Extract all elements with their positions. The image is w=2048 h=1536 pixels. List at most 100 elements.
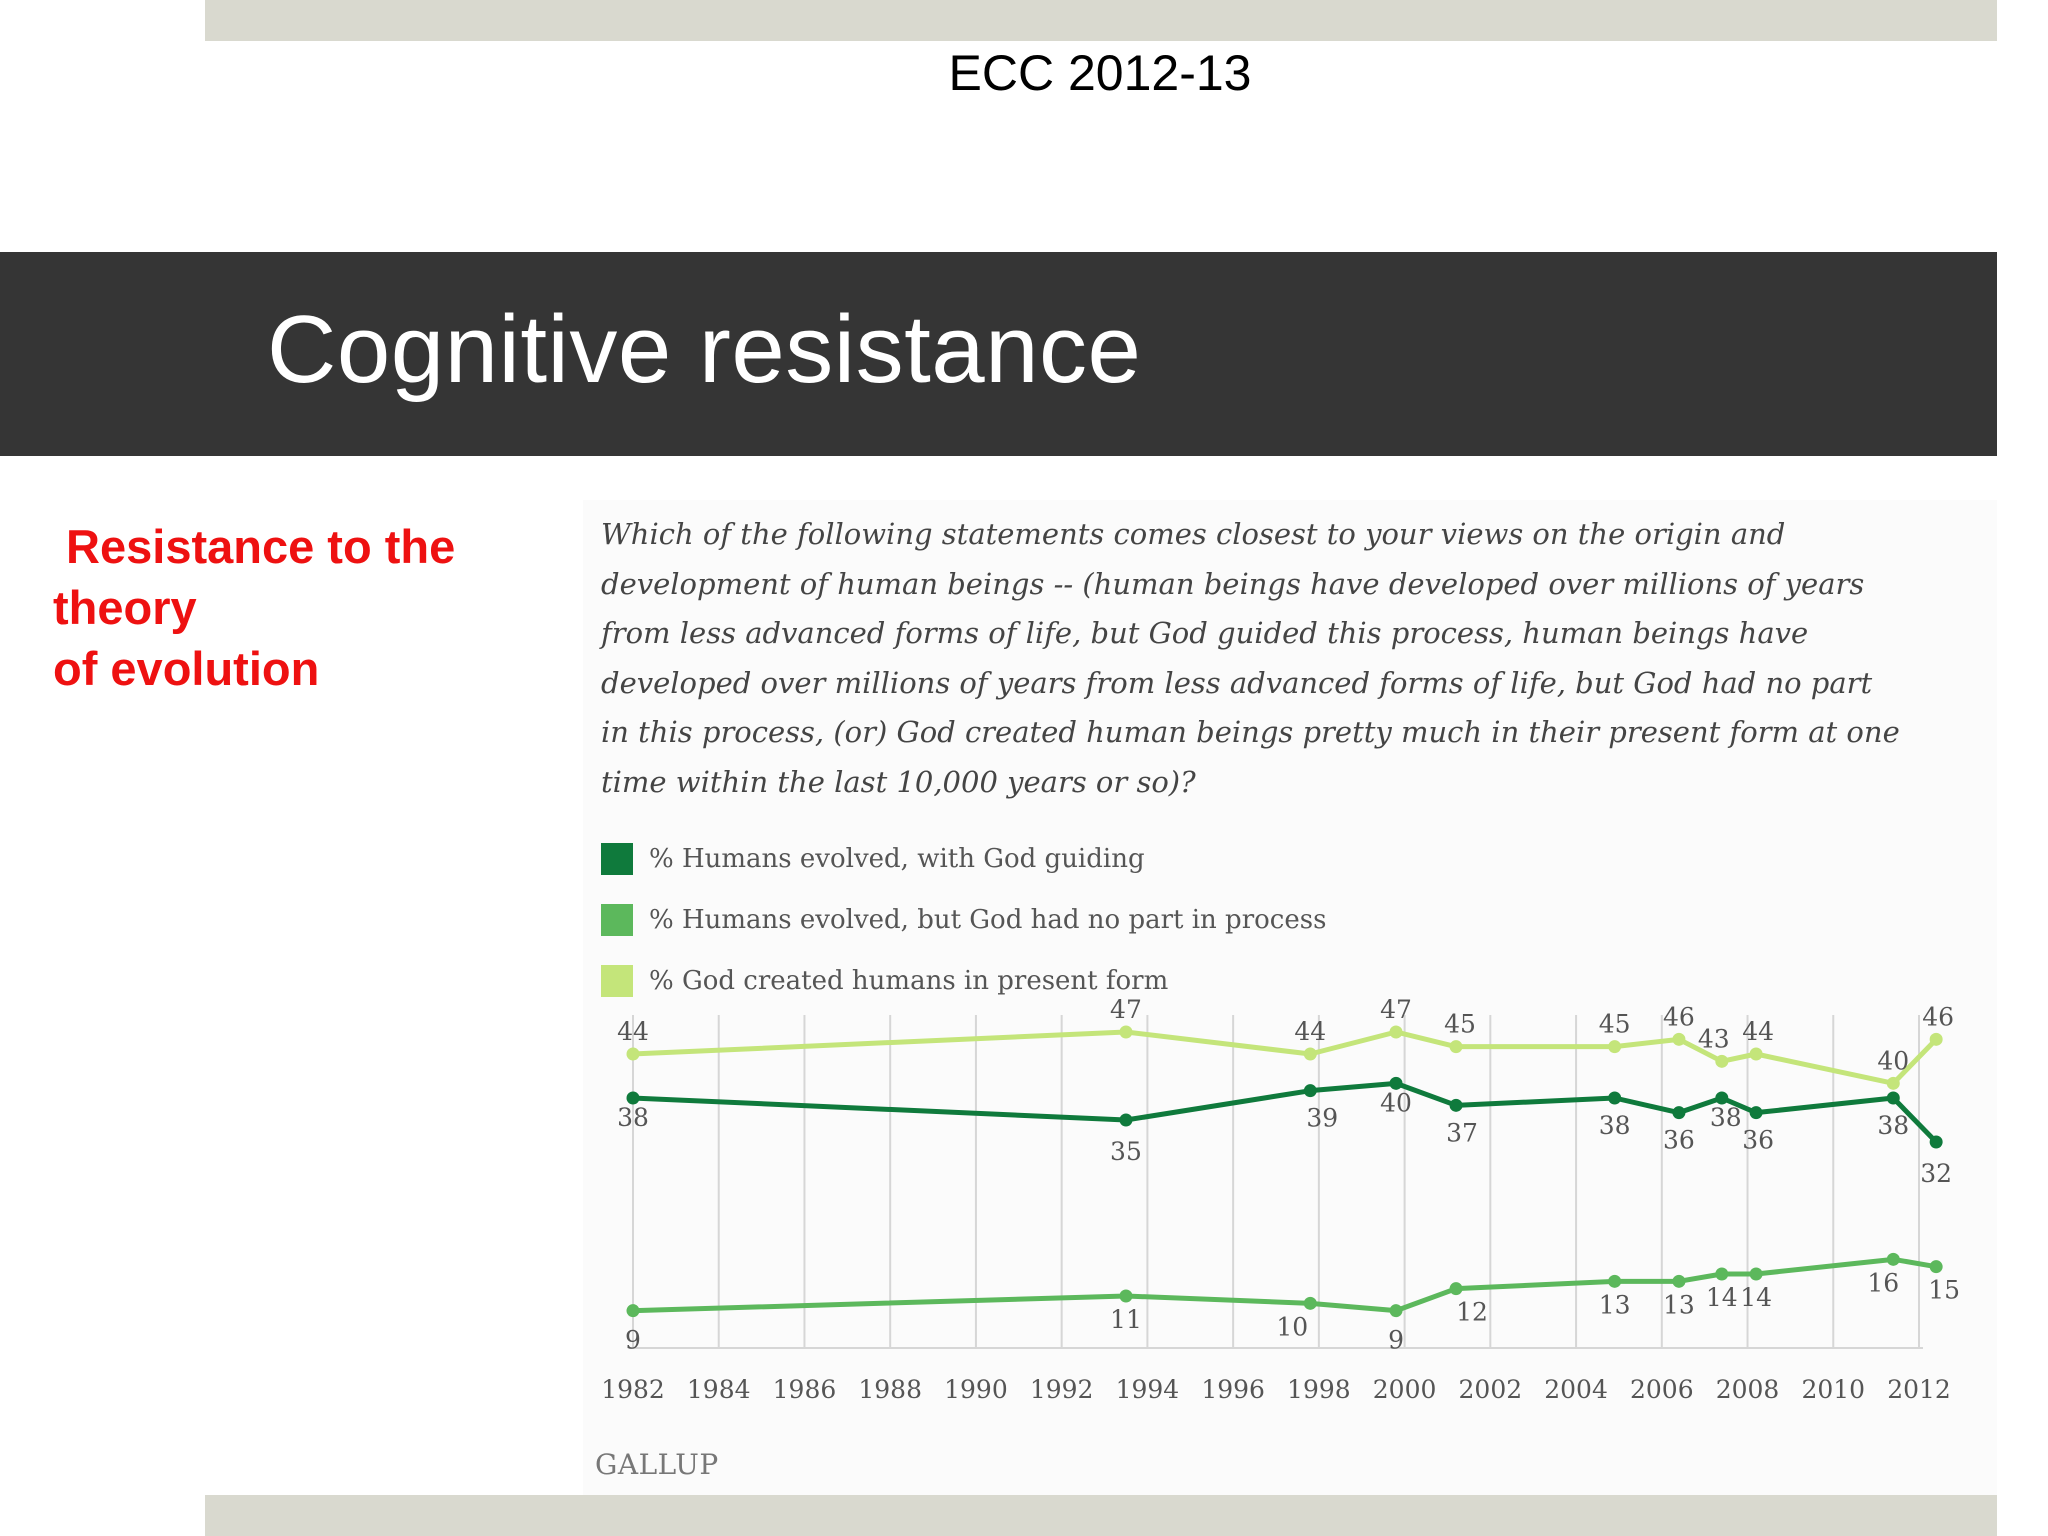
legend-label: % Humans evolved, with God guiding <box>649 843 1145 874</box>
chart-figure: Which of the following statements comes … <box>583 500 1997 1495</box>
data-label: 40 <box>1380 1088 1412 1117</box>
data-label: 46 <box>1922 1002 1954 1031</box>
data-label: 47 <box>1110 995 1142 1024</box>
data-label: 44 <box>1294 1017 1326 1046</box>
data-point <box>1929 1135 1943 1149</box>
data-label: 44 <box>1742 1017 1774 1046</box>
data-label: 9 <box>625 1326 641 1355</box>
data-point <box>1672 1106 1686 1120</box>
x-tick-label: 1984 <box>687 1375 751 1404</box>
data-label: 14 <box>1706 1283 1738 1312</box>
data-point <box>1449 1282 1463 1296</box>
data-label: 32 <box>1920 1159 1952 1188</box>
data-label: 36 <box>1742 1126 1774 1155</box>
survey-question: Which of the following statements comes … <box>601 510 1991 807</box>
data-point <box>1886 1252 1900 1266</box>
x-tick-label: 1998 <box>1287 1375 1351 1404</box>
data-label: 10 <box>1276 1312 1308 1341</box>
sidebar-caption: Resistance to the theory of evolution <box>53 516 523 699</box>
data-label: 9 <box>1388 1326 1404 1355</box>
data-point <box>1119 1025 1133 1039</box>
bottom-decor-bar <box>205 1495 1997 1536</box>
series-line <box>632 1029 1938 1086</box>
x-tick-label: 1988 <box>858 1375 922 1404</box>
data-point <box>1715 1091 1729 1105</box>
chart-legend: % Humans evolved, with God guiding % Hum… <box>601 828 1326 1011</box>
data-point <box>1886 1091 1900 1105</box>
source-logo: GALLUP <box>595 1448 719 1481</box>
x-tick-label: 2010 <box>1801 1375 1865 1404</box>
slide-title: Cognitive resistance <box>267 296 1142 403</box>
data-label: 39 <box>1306 1104 1338 1133</box>
x-tick-label: 2006 <box>1630 1375 1694 1404</box>
data-label: 38 <box>1877 1111 1909 1140</box>
data-point <box>1715 1267 1729 1281</box>
data-label: 16 <box>1867 1268 1899 1297</box>
data-label: 38 <box>1710 1103 1742 1132</box>
data-label: 37 <box>1446 1118 1478 1147</box>
data-point <box>1929 1260 1943 1274</box>
x-tick-label: 2000 <box>1373 1375 1437 1404</box>
data-label: 44 <box>617 1017 649 1046</box>
question-line: development of human beings -- (human be… <box>601 566 1865 601</box>
legend-label: % God created humans in present form <box>649 965 1169 996</box>
data-point <box>1886 1076 1900 1090</box>
data-point <box>1749 1267 1763 1281</box>
data-label: 11 <box>1110 1305 1142 1334</box>
data-point <box>1749 1106 1763 1120</box>
legend-label: % Humans evolved, but God had no part in… <box>649 904 1327 935</box>
sidebar-line: of evolution <box>53 642 320 695</box>
data-point <box>1303 1296 1317 1310</box>
x-tick-label: 1986 <box>773 1375 837 1404</box>
data-point <box>1303 1084 1317 1098</box>
legend-swatch <box>601 842 633 875</box>
data-point <box>1449 1040 1463 1054</box>
data-point <box>1672 1032 1686 1046</box>
data-point <box>1389 1076 1403 1090</box>
legend-item: % Humans evolved, but God had no part in… <box>601 889 1326 950</box>
data-point <box>1119 1113 1133 1127</box>
title-band <box>0 252 1997 456</box>
data-label: 38 <box>1599 1111 1631 1140</box>
data-label: 40 <box>1877 1046 1909 1075</box>
data-label: 35 <box>1110 1137 1142 1166</box>
data-point <box>1449 1098 1463 1112</box>
data-point <box>1608 1274 1622 1288</box>
data-label: 12 <box>1456 1298 1488 1327</box>
data-point <box>1715 1054 1729 1068</box>
data-point <box>1389 1025 1403 1039</box>
data-label: 45 <box>1599 1010 1631 1039</box>
sidebar-line: theory <box>53 581 197 634</box>
x-tick-label: 1982 <box>601 1375 665 1404</box>
line-chart: 1982 1984 1986 1988 1990 1992 1994 1996 1998 2000… <box>601 995 1960 1404</box>
data-point <box>1749 1047 1763 1061</box>
data-point <box>1389 1304 1403 1318</box>
x-tick-label: 1994 <box>1116 1375 1180 1404</box>
x-tick-label: 2004 <box>1544 1375 1608 1404</box>
question-line: from less advanced forms of life, but Go… <box>601 616 1809 650</box>
x-tick-label: 1996 <box>1201 1375 1265 1404</box>
x-tick-label: 2002 <box>1459 1375 1523 1404</box>
question-line: developed over millions of years from le… <box>601 665 1873 700</box>
question-line: time within the last 10,000 years or so)… <box>601 764 1196 799</box>
x-tick-label: 2012 <box>1887 1375 1951 1404</box>
question-line: in this process, (or) God created human … <box>601 715 1900 749</box>
x-tick-label: 1990 <box>944 1375 1008 1404</box>
data-label: 14 <box>1740 1283 1772 1312</box>
data-point <box>626 1091 640 1105</box>
x-tick-label: 1992 <box>1030 1375 1094 1404</box>
header-text: ECC 2012-13 <box>948 45 1252 101</box>
data-label: 13 <box>1663 1290 1695 1319</box>
legend-item: % God created humans in present form <box>601 950 1326 1011</box>
legend-item: % Humans evolved, with God guiding <box>601 828 1326 889</box>
data-point <box>1608 1091 1622 1105</box>
data-point <box>1672 1274 1686 1288</box>
data-point <box>1119 1289 1133 1303</box>
data-point <box>626 1047 640 1061</box>
data-point <box>1303 1047 1317 1061</box>
data-label: 43 <box>1698 1024 1730 1053</box>
data-label: 47 <box>1380 995 1412 1024</box>
data-point <box>1929 1032 1943 1046</box>
top-decor-bar <box>205 0 1997 41</box>
data-point <box>1608 1040 1622 1054</box>
